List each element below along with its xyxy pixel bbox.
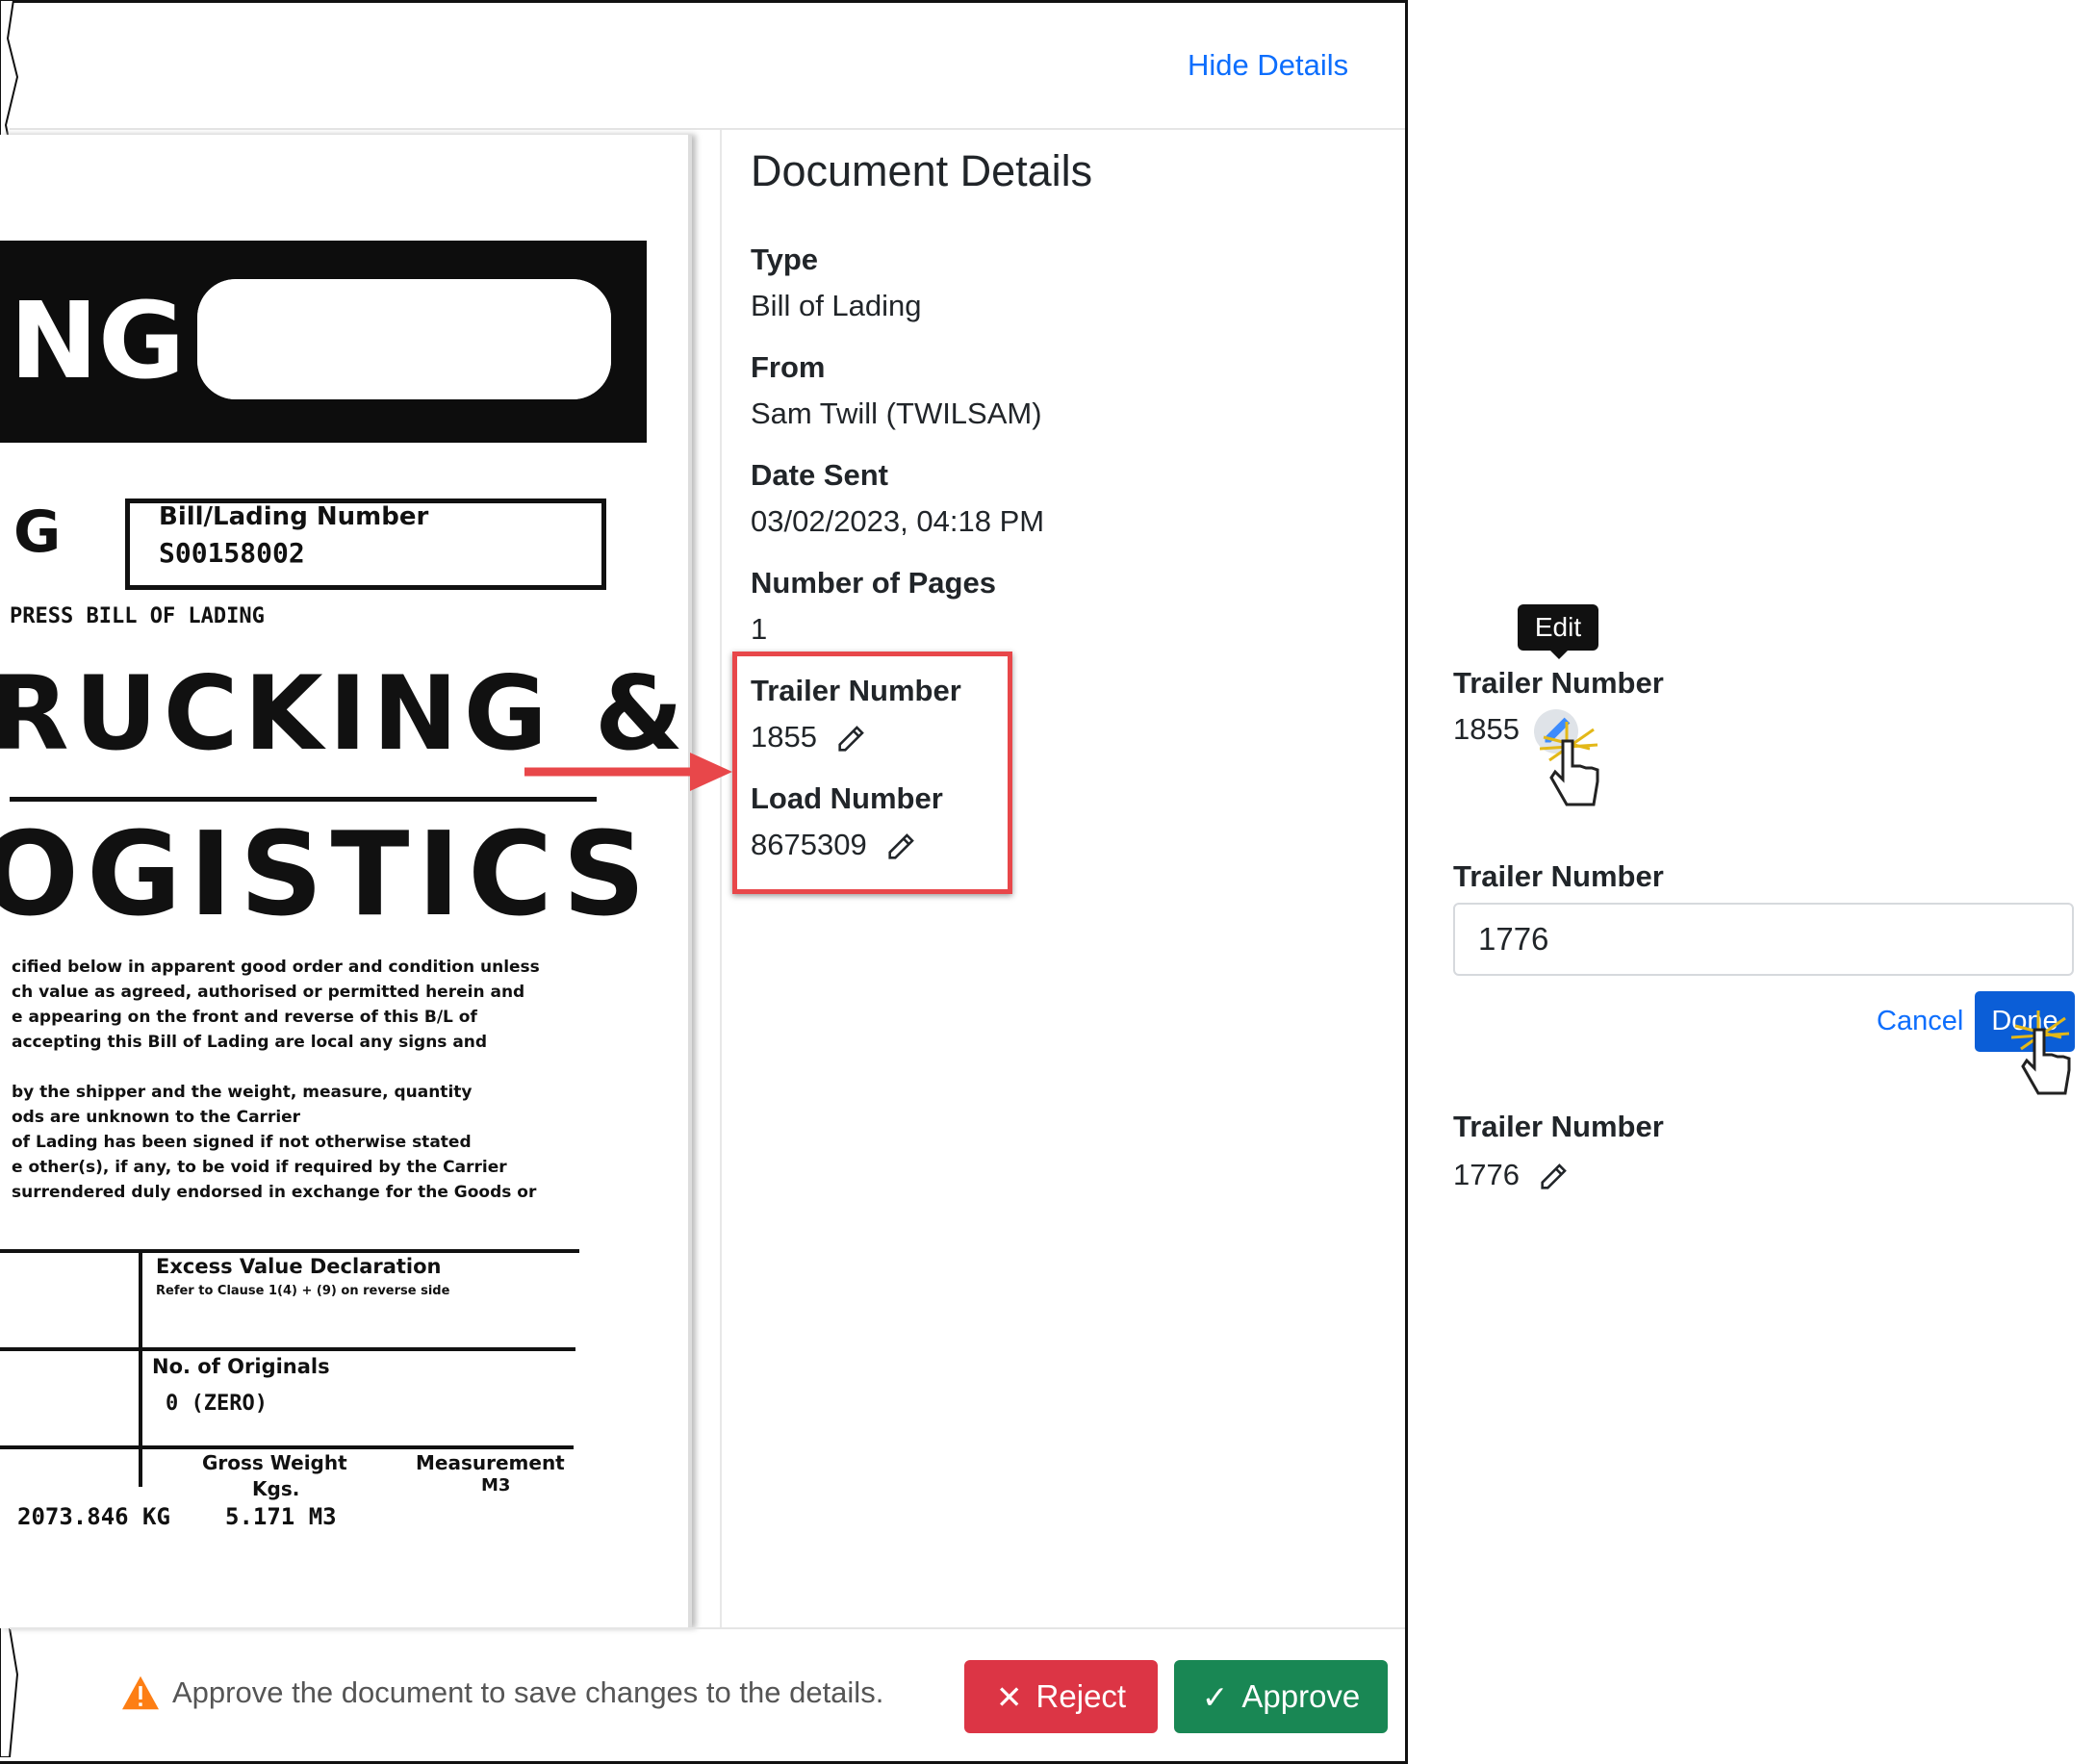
warning-text: Approve the document to save changes to … — [172, 1675, 884, 1709]
scan-paragraph-2: by the shipper and the weight, measure, … — [12, 1080, 536, 1205]
scan-paragraph-1: cified below in apparent good order and … — [12, 955, 540, 1055]
saved-trailer-value: 1776 — [1453, 1158, 1520, 1191]
saved-trailer-label: Trailer Number — [1453, 1110, 1664, 1143]
scan-weight-value: 2073.846 KG — [17, 1503, 170, 1530]
scan-text: ods are unknown to the Carrier — [12, 1108, 301, 1127]
scan-m3: M3 — [481, 1475, 511, 1496]
scan-g: G — [13, 499, 62, 566]
highlight-box — [732, 652, 1012, 894]
field-value-from: Sam Twill (TWILSAM) — [751, 396, 1042, 430]
scan-text: cified below in apparent good order and … — [12, 958, 540, 977]
scan-kgs: Kgs. — [252, 1477, 300, 1500]
warning-message: Approve the document to save changes to … — [120, 1675, 883, 1711]
hide-details-link[interactable]: Hide Details — [1188, 48, 1349, 82]
scan-line2: OGISTICS — [0, 808, 653, 942]
scan-measurement: Measurement — [416, 1451, 565, 1474]
page-title: Document Details — [751, 146, 1093, 195]
field-label-pages: Number of Pages — [751, 566, 996, 600]
scan-originals-value: 0 (ZERO) — [166, 1392, 268, 1416]
cursor-hand-icon — [1540, 722, 1599, 806]
scan-line1: RUCKING & — [0, 654, 690, 773]
field-label-date-sent: Date Sent — [751, 458, 888, 492]
cursor-hand-icon — [2011, 1010, 2071, 1095]
editing-trailer-label: Trailer Number — [1453, 859, 1664, 893]
hover-trailer-value[interactable]: 1855 — [1453, 712, 1520, 746]
scan-text: accepting this Bill of Lading are local … — [12, 1033, 488, 1052]
scan-bol-number: S00158002 — [159, 537, 305, 569]
scan-express: PRESS BILL OF LADING — [10, 604, 265, 628]
pencil-icon[interactable] — [834, 723, 867, 755]
scan-text: by the shipper and the weight, measure, … — [12, 1083, 473, 1102]
header-divider — [10, 128, 1405, 130]
trailer-number-input[interactable] — [1453, 903, 2074, 976]
document-preview[interactable]: NG G Bill/Lading Number S00158002 PRESS … — [0, 135, 692, 1628]
footer-divider — [10, 1627, 1405, 1629]
field-label-type: Type — [751, 243, 819, 276]
reject-button[interactable]: ✕ Reject — [964, 1660, 1158, 1733]
scan-text: of Lading has been signed if not otherwi… — [12, 1133, 472, 1152]
field-value-type: Bill of Lading — [751, 289, 922, 322]
scan-text: e other(s), if any, to be void if requir… — [12, 1158, 507, 1177]
pencil-icon[interactable] — [1537, 1161, 1570, 1193]
x-icon: ✕ — [995, 1678, 1023, 1715]
scan-text: surrendered duly endorsed in exchange fo… — [12, 1183, 537, 1202]
panel-divider — [720, 130, 722, 1628]
scan-bol-box — [125, 499, 606, 590]
field-label-trailer: Trailer Number — [751, 674, 961, 707]
approve-button[interactable]: ✓ Approve — [1174, 1660, 1388, 1733]
scan-excess-note: Refer to Clause 1(4) + (9) on reverse si… — [156, 1284, 450, 1298]
field-label-from: From — [751, 350, 826, 384]
scan-measure-value: 5.171 M3 — [225, 1503, 337, 1530]
scan-bol-label: Bill/Lading Number — [159, 502, 429, 531]
field-value-pages: 1 — [751, 612, 768, 646]
field-label-load: Load Number — [751, 781, 943, 815]
warning-icon — [122, 1675, 159, 1710]
field-value-date-sent: 03/02/2023, 04:18 PM — [751, 504, 1045, 538]
approve-label: Approve — [1241, 1678, 1361, 1714]
scan-text: ch value as agreed, authorised or permit… — [12, 983, 525, 1002]
edit-tooltip: Edit — [1518, 604, 1598, 659]
cancel-link[interactable]: Cancel — [1877, 1006, 1964, 1036]
check-icon: ✓ — [1201, 1678, 1229, 1715]
scan-gross-weight: Gross Weight — [202, 1451, 347, 1474]
scan-excess: Excess Value Declaration — [156, 1255, 442, 1278]
scan-text: e appearing on the front and reverse of … — [12, 1008, 477, 1027]
field-value-load: 8675309 — [751, 828, 867, 861]
scan-banner — [0, 241, 647, 443]
detail-fields: Type Bill of Lading From Sam Twill (TWIL… — [751, 237, 1044, 868]
field-value-trailer: 1855 — [751, 720, 817, 754]
hover-trailer-label: Trailer Number — [1453, 666, 1664, 700]
scan-originals: No. of Originals — [152, 1355, 330, 1378]
arrow-icon — [524, 753, 732, 791]
reject-label: Reject — [1035, 1678, 1127, 1714]
scan-banner-text: NG — [10, 279, 186, 402]
pencil-icon[interactable] — [884, 831, 917, 863]
